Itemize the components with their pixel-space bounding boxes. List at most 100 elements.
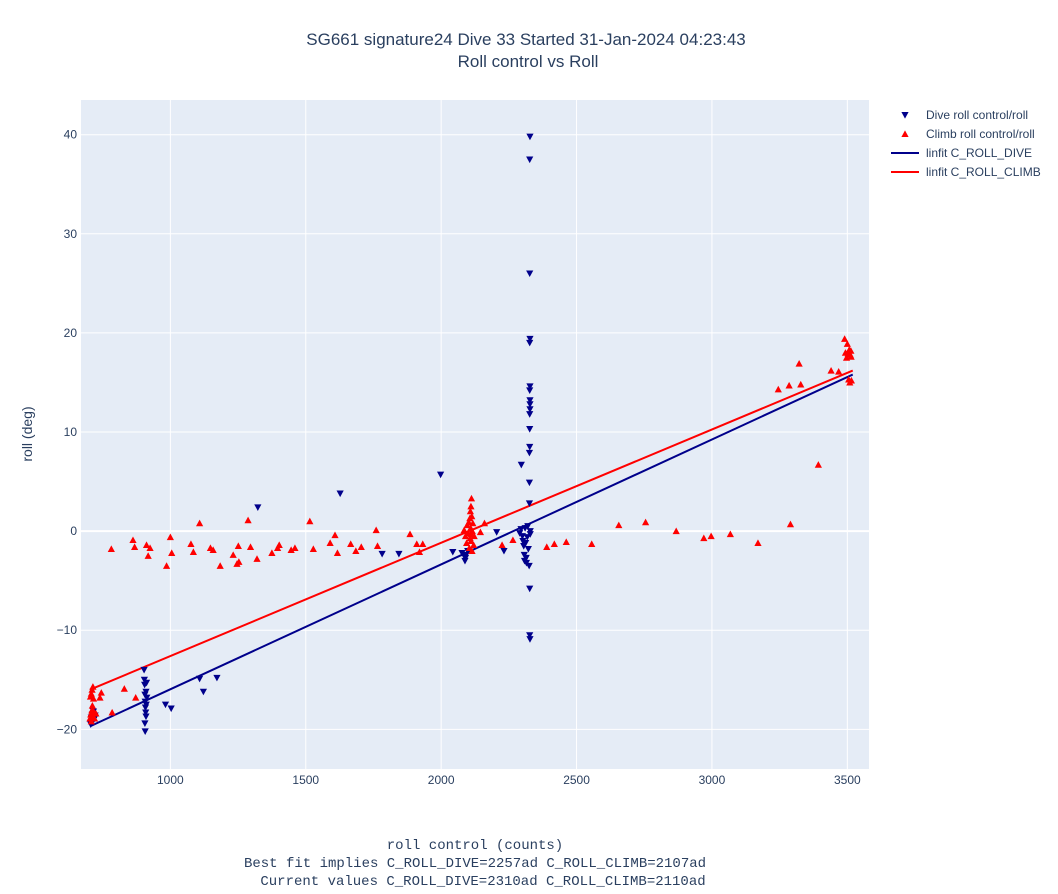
climb-point	[268, 549, 276, 556]
dive-point	[526, 383, 534, 391]
climb-point	[419, 540, 427, 548]
dive-point	[526, 270, 534, 278]
dive-point	[517, 526, 525, 533]
climb-point	[90, 714, 99, 722]
legend[interactable]: Dive roll control/roll Climb roll control…	[891, 108, 1041, 179]
dive-point	[395, 550, 403, 558]
climb-point	[672, 527, 680, 535]
legend-item-linfit-climb[interactable]: linfit C_ROLL_CLIMB	[891, 165, 1041, 179]
legend-item-linfit-dive[interactable]: linfit C_ROLL_DIVE	[891, 146, 1032, 160]
climb-point	[847, 347, 855, 354]
y-tick-label: 40	[64, 128, 78, 142]
climb-point	[89, 683, 97, 690]
climb-point	[96, 694, 104, 701]
climb-point	[216, 562, 224, 569]
y-tick-label: 10	[64, 425, 78, 439]
legend-marker-symbol	[901, 130, 909, 137]
x-axis-note-current: Current values C_ROLL_DIVE=2310ad C_ROLL…	[260, 874, 705, 890]
dive-point	[526, 339, 534, 347]
dive-point	[140, 666, 148, 674]
dive-point	[526, 133, 534, 141]
dive-point	[526, 636, 534, 643]
dive-point	[141, 720, 149, 728]
dive-point	[167, 705, 175, 713]
x-tick-label: 2500	[563, 773, 590, 787]
climb-point	[509, 536, 517, 544]
climb-point	[786, 520, 795, 528]
climb-point	[774, 385, 782, 393]
dive-point	[437, 471, 445, 479]
climb-point	[700, 534, 708, 542]
dive-point	[143, 694, 151, 702]
climb-point	[470, 541, 478, 549]
climb-point	[196, 519, 204, 527]
climb-point	[588, 540, 596, 548]
climb-point	[333, 549, 342, 556]
climb-point	[331, 531, 339, 539]
dive-point	[526, 411, 534, 418]
dive-point	[525, 479, 534, 487]
dive-point	[199, 688, 207, 696]
climb-point	[234, 542, 242, 549]
climb-point	[843, 340, 851, 347]
chart-title: SG661 signature24 Dive 33 Started 31-Jan…	[306, 30, 745, 49]
x-tick-label: 2000	[428, 773, 455, 787]
climb-point	[468, 547, 476, 554]
x-axis-label: roll control (counts)	[387, 838, 563, 854]
climb-point	[108, 708, 116, 716]
y-tick-label: 30	[64, 227, 78, 241]
climb-point	[413, 540, 421, 548]
dive-point	[142, 701, 150, 709]
climb-point	[468, 527, 476, 535]
climb-point	[562, 538, 570, 546]
climb-point	[291, 544, 299, 551]
climb-point	[162, 562, 171, 569]
climb-point	[88, 701, 96, 709]
dive-point	[524, 523, 532, 530]
dive-point	[524, 545, 532, 553]
dive-point	[141, 728, 149, 735]
climb-point	[120, 685, 128, 692]
climb-point	[754, 539, 762, 547]
climb-point	[244, 516, 252, 524]
dive-point	[522, 554, 530, 562]
legend-item-dive[interactable]: Dive roll control/roll	[901, 108, 1028, 122]
dive-point	[449, 548, 457, 556]
climb-point	[468, 512, 476, 520]
climb-point	[347, 540, 355, 548]
dive-point	[526, 397, 534, 404]
climb-point	[97, 689, 105, 696]
climb-point	[470, 532, 478, 540]
climb-point	[460, 526, 468, 534]
climb-point	[406, 530, 414, 538]
legend-item-climb[interactable]: Climb roll control/roll	[901, 127, 1035, 141]
climb-point	[131, 543, 139, 550]
dive-point	[526, 401, 534, 408]
climb-point	[550, 540, 558, 548]
dive-point	[526, 426, 534, 433]
climb-point	[253, 555, 261, 562]
dive-point	[523, 534, 531, 541]
x-axis-ticks: 1000 1500 2000 2500 3000 3500	[157, 773, 861, 787]
dive-point	[461, 554, 470, 562]
legend-marker-symbol	[901, 112, 909, 119]
dive-point	[161, 701, 170, 709]
y-axis-ticks: −20 −10 0 10 20 30 40	[57, 128, 78, 737]
y-tick-label: −10	[57, 623, 78, 637]
legend-label: Dive roll control/roll	[926, 108, 1028, 122]
climb-point	[309, 545, 317, 552]
dive-point	[254, 504, 262, 511]
climb-point	[142, 541, 151, 549]
climb-point	[726, 530, 734, 538]
climb-point	[107, 545, 115, 552]
dive-point	[526, 387, 534, 394]
x-tick-label: 1000	[157, 773, 184, 787]
climb-point	[166, 533, 174, 541]
climb-point	[466, 507, 474, 515]
dive-point	[493, 529, 501, 536]
climb-point	[785, 381, 793, 389]
dive-point	[522, 540, 530, 547]
climb-point	[373, 542, 382, 549]
climb-point	[235, 558, 243, 565]
